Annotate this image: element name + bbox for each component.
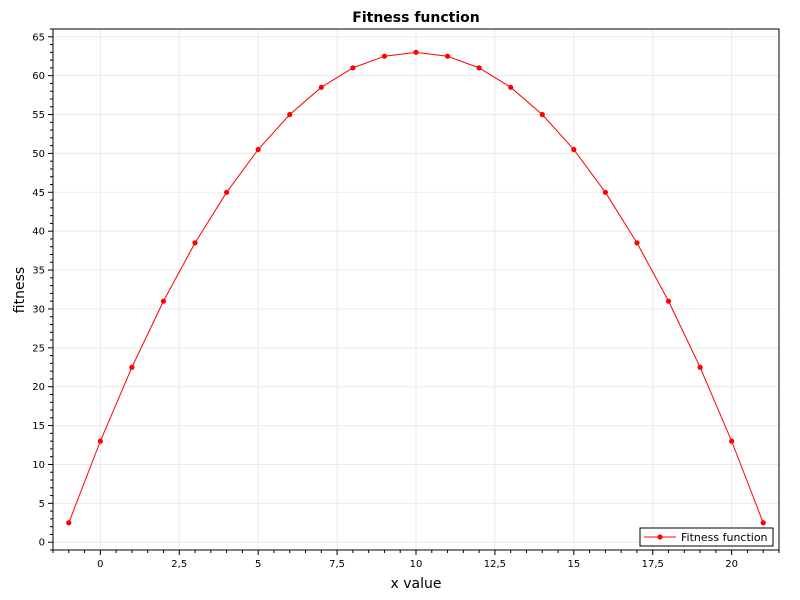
- data-point: [413, 49, 419, 55]
- y-tick-label: 60: [32, 71, 45, 82]
- y-tick-label: 65: [32, 32, 45, 43]
- y-axis: 0 5 10 15 20 25 30 35 40 45 50 55 60 65: [32, 28, 53, 551]
- x-axis: 0 2,5 5 7,5 10 12,5 15 17,5 20: [52, 550, 780, 570]
- y-tick-label: 5: [39, 499, 45, 510]
- data-point: [476, 65, 482, 71]
- y-tick-label: 50: [32, 149, 45, 160]
- y-axis-title: fitness: [12, 267, 28, 313]
- data-point: [634, 240, 640, 246]
- data-point: [160, 298, 167, 304]
- data-point: [192, 240, 198, 246]
- y-tick-label: 10: [32, 460, 45, 471]
- x-tick-label: 15: [567, 559, 580, 570]
- y-tick-label: 25: [32, 343, 45, 354]
- x-tick-label: 17,5: [642, 559, 664, 570]
- data-point: [760, 520, 766, 526]
- data-point: [318, 84, 324, 90]
- data-point: [508, 84, 514, 90]
- data-point: [287, 111, 293, 118]
- data-point: [224, 189, 230, 195]
- x-tick-label: 2,5: [171, 559, 187, 570]
- x-tick-label: 12,5: [484, 559, 506, 570]
- data-point: [97, 438, 103, 444]
- x-tick-label: 20: [725, 559, 738, 570]
- y-tick-label: 30: [32, 304, 45, 315]
- data-point: [697, 364, 703, 370]
- data-point: [571, 146, 577, 153]
- data-point: [381, 53, 388, 59]
- data-point: [729, 438, 735, 444]
- y-tick-label: 55: [32, 110, 45, 121]
- y-tick-label: 40: [32, 227, 45, 238]
- x-tick-label: 10: [410, 559, 423, 570]
- y-tick-label: 0: [39, 538, 45, 549]
- x-tick-label: 0: [97, 559, 103, 570]
- y-tick-label: 20: [32, 382, 45, 393]
- y-tick-label: 15: [32, 421, 45, 432]
- x-tick-label: 5: [255, 559, 261, 570]
- legend: Fitness function: [639, 527, 774, 547]
- legend-box: [639, 527, 774, 547]
- data-point: [539, 111, 545, 118]
- legend-swatch-marker: [657, 534, 663, 540]
- legend-label: Fitness function: [681, 531, 768, 544]
- data-point: [129, 364, 135, 370]
- series-layer: [66, 49, 766, 526]
- data-point: [444, 53, 451, 59]
- y-tick-label: 35: [32, 266, 45, 277]
- data-point: [350, 65, 356, 71]
- data-point: [255, 146, 261, 153]
- grid-lines: [53, 29, 779, 550]
- data-point: [602, 189, 608, 195]
- data-point: [665, 298, 672, 304]
- x-axis-title: x value: [391, 576, 442, 592]
- x-tick-label: 7,5: [329, 559, 345, 570]
- chart-title: Fitness function: [352, 10, 479, 26]
- data-point: [66, 520, 72, 526]
- y-tick-label: 45: [32, 188, 45, 199]
